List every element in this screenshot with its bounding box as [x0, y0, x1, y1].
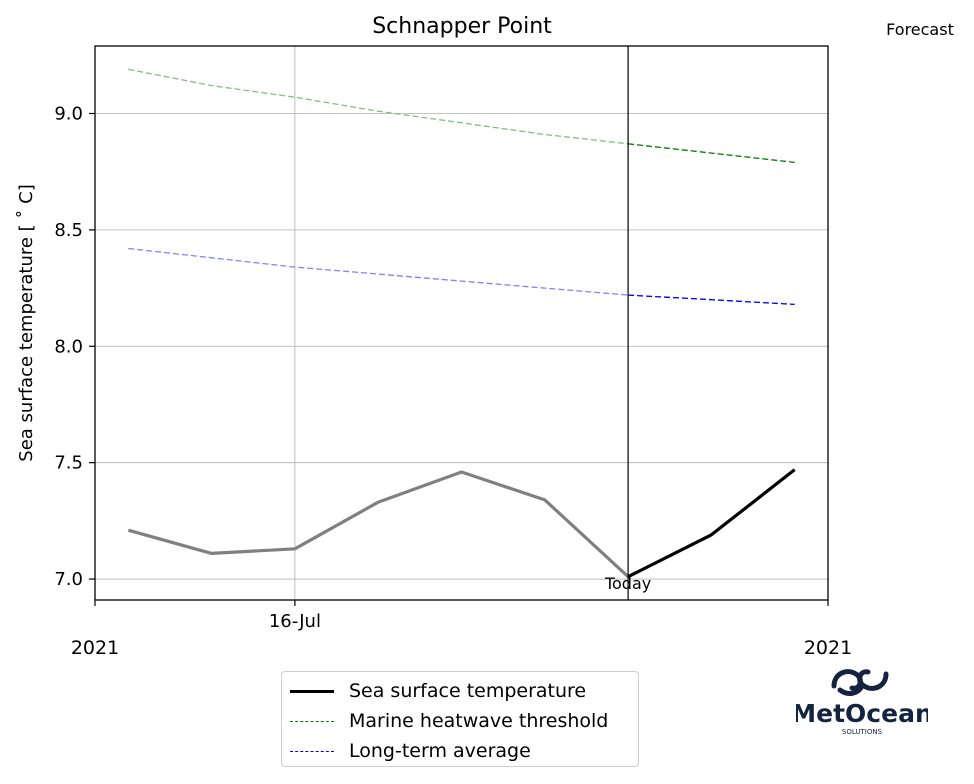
series-marine-heatwave-thresholdobserved [128, 68, 629, 145]
series-long-term-averageobserved [128, 247, 629, 296]
y-axis-label: Sea surface temperature [ ˚ C] [16, 184, 37, 461]
series-sea-surface-temperatureobserved [127, 470, 630, 578]
x-tick-label-1: 16-Jul [269, 611, 321, 632]
series-sea-surface-temperatureforecast [627, 468, 796, 579]
series-layer [127, 68, 796, 579]
today-label: Today [604, 574, 651, 593]
forecast-label: Forecast [886, 20, 954, 39]
legend-label-sst: Sea surface temperature [349, 680, 587, 702]
y-tick-label-0: 7.0 [54, 569, 83, 590]
legend-label-average: Long-term average [349, 740, 531, 762]
y-axis: 7.0 7.5 8.0 8.5 9.0 [54, 104, 95, 590]
legend-swatch-sst [290, 689, 334, 693]
series-long-term-averageforecast [628, 294, 795, 306]
legend-swatch-average [290, 750, 334, 752]
plot-frame [94, 45, 829, 601]
y-tick-label-3: 8.5 [54, 220, 83, 241]
legend-swatch-heatwave [290, 720, 334, 722]
x-year-left: 2021 [71, 637, 119, 659]
y-tick-label-4: 9.0 [54, 104, 83, 125]
logo-tagline: SOLUTIONS [842, 728, 883, 736]
legend-label-heatwave: Marine heatwave threshold [349, 710, 609, 732]
legend-item-average: Long-term average [290, 740, 531, 762]
metocean-logo-mark: MetOcean SOLUTIONS [791, 669, 933, 736]
x-year-right: 2021 [804, 637, 852, 659]
x-axis: 16-Jul [94, 600, 829, 632]
series-marine-heatwave-thresholdforecast [628, 143, 795, 164]
y-tick-label-2: 8.0 [54, 336, 83, 357]
y-tick-label-1: 7.5 [54, 453, 83, 474]
wave-icon [831, 669, 889, 696]
logo-name: MetOcean [796, 699, 928, 728]
legend: Sea surface temperature Marine heatwave … [281, 671, 639, 767]
metocean-logo: MetOcean SOLUTIONS [791, 660, 933, 740]
legend-item-sst: Sea surface temperature [290, 680, 586, 702]
chart-title: Schnapper Point [372, 14, 552, 39]
grid [95, 46, 828, 600]
legend-item-heatwave: Marine heatwave threshold [290, 710, 608, 732]
